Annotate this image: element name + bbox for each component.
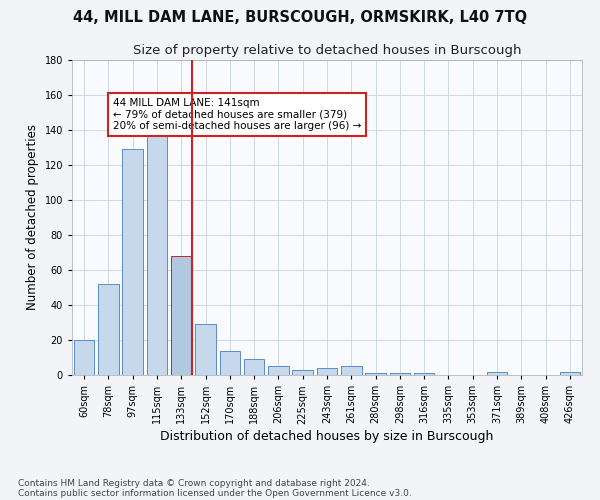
Bar <box>244 359 265 375</box>
Bar <box>122 149 143 375</box>
Bar <box>171 256 191 375</box>
Bar <box>365 373 386 375</box>
Text: 44 MILL DAM LANE: 141sqm
← 79% of detached houses are smaller (379)
20% of semi-: 44 MILL DAM LANE: 141sqm ← 79% of detach… <box>113 98 361 131</box>
Bar <box>220 350 240 375</box>
Bar <box>268 366 289 375</box>
Title: Size of property relative to detached houses in Burscough: Size of property relative to detached ho… <box>133 44 521 58</box>
X-axis label: Distribution of detached houses by size in Burscough: Distribution of detached houses by size … <box>160 430 494 444</box>
Y-axis label: Number of detached properties: Number of detached properties <box>26 124 39 310</box>
Bar <box>74 340 94 375</box>
Bar <box>317 368 337 375</box>
Bar <box>560 372 580 375</box>
Text: Contains public sector information licensed under the Open Government Licence v3: Contains public sector information licen… <box>18 488 412 498</box>
Bar <box>195 324 216 375</box>
Text: Contains HM Land Registry data © Crown copyright and database right 2024.: Contains HM Land Registry data © Crown c… <box>18 478 370 488</box>
Text: 44, MILL DAM LANE, BURSCOUGH, ORMSKIRK, L40 7TQ: 44, MILL DAM LANE, BURSCOUGH, ORMSKIRK, … <box>73 10 527 25</box>
Bar <box>414 373 434 375</box>
Bar <box>98 284 119 375</box>
Bar <box>146 124 167 375</box>
Bar <box>341 366 362 375</box>
Bar <box>389 373 410 375</box>
Bar <box>292 370 313 375</box>
Bar <box>487 372 508 375</box>
